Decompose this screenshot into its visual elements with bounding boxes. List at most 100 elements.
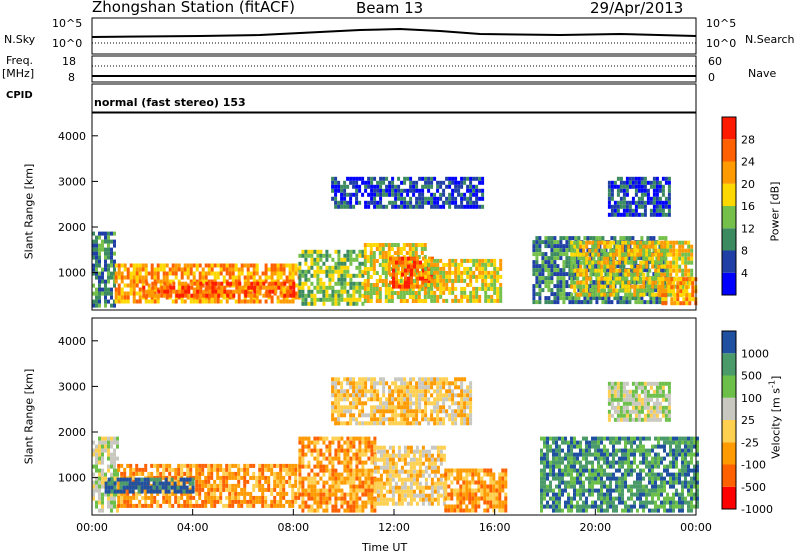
heatmap-cell	[412, 188, 416, 193]
heatmap-cell	[110, 303, 113, 308]
heatmap-cell	[445, 298, 449, 303]
heatmap-cell	[331, 413, 335, 418]
heatmap-cell	[637, 180, 641, 185]
heatmap-cell	[95, 488, 98, 493]
heatmap-cell	[684, 268, 688, 273]
heatmap-cell	[160, 293, 164, 298]
heatmap-cell	[282, 491, 286, 496]
heatmap-cell	[256, 289, 260, 294]
heatmap-cell	[445, 262, 449, 267]
heatmap-cell	[415, 481, 419, 486]
heatmap-cell	[679, 301, 683, 306]
heatmap-cell	[391, 457, 395, 462]
heatmap-cell	[331, 297, 335, 302]
heatmap-cell	[389, 260, 392, 265]
heatmap-cell	[465, 508, 469, 513]
heatmap-cell	[403, 449, 407, 454]
heatmap-cell	[417, 299, 421, 303]
heatmap-cell	[469, 200, 473, 205]
heatmap-cell	[168, 503, 172, 508]
heatmap-cell	[349, 261, 353, 266]
heatmap-cell	[331, 184, 335, 189]
heatmap-cell	[556, 288, 560, 293]
heatmap-cell	[104, 259, 107, 264]
heatmap-cell	[291, 279, 295, 284]
heatmap-cell	[393, 291, 397, 295]
heatmap-cell	[612, 280, 616, 285]
heatmap-cell	[137, 477, 141, 482]
heatmap-cell	[376, 469, 380, 474]
heatmap-cell	[276, 279, 280, 284]
heatmap-cell	[249, 475, 253, 480]
heatmap-cell	[395, 264, 398, 269]
heatmap-cell	[673, 277, 677, 282]
heatmap-cell	[418, 389, 422, 394]
heatmap-cell	[325, 496, 329, 501]
heatmap-cell	[104, 287, 107, 292]
heatmap-cell	[478, 270, 482, 275]
heatmap-cell	[385, 489, 389, 494]
heatmap-cell	[433, 192, 437, 197]
heatmap-cell	[415, 421, 419, 426]
heatmap-cell	[337, 480, 341, 485]
heatmap-cell	[658, 277, 662, 282]
heatmap-cell	[207, 483, 211, 488]
heatmap-cell	[535, 292, 539, 297]
heatmap-cell	[104, 235, 107, 240]
heatmap-cell	[559, 248, 563, 253]
heatmap-cell	[107, 452, 110, 457]
heatmap-cell	[415, 417, 419, 422]
heatmap-cell	[376, 481, 380, 486]
heatmap-cell	[379, 497, 383, 502]
heatmap-cell	[304, 273, 308, 278]
heatmap-cell	[337, 401, 341, 406]
heatmap-cell	[672, 284, 676, 289]
heatmap-cell	[331, 188, 335, 193]
heatmap-cell	[376, 393, 380, 398]
heatmap-cell	[382, 457, 386, 462]
heatmap-cell	[401, 268, 404, 273]
heatmap-cell	[442, 445, 446, 450]
heatmap-cell	[391, 204, 395, 209]
heatmap-cell	[167, 485, 171, 490]
heatmap-cell	[113, 504, 116, 509]
heatmap-cell	[355, 456, 359, 461]
heatmap-cell	[391, 180, 395, 185]
heatmap-cell	[310, 257, 314, 262]
heatmap-cell	[120, 495, 124, 500]
heatmap-cell	[664, 176, 668, 181]
heatmap-cell	[409, 445, 413, 450]
heatmap-cell	[610, 204, 614, 209]
heatmap-cell	[107, 500, 110, 505]
heatmap-cell	[621, 244, 625, 249]
heatmap-cell	[116, 508, 119, 513]
heatmap-cell	[409, 501, 413, 506]
heatmap-cell	[436, 196, 440, 201]
heatmap-cell	[466, 258, 470, 263]
heatmap-cell	[628, 204, 632, 209]
heatmap-cell	[418, 481, 422, 486]
heatmap-cell	[675, 272, 679, 277]
heatmap-cell	[615, 252, 619, 257]
heatmap-cell	[382, 409, 386, 414]
heatmap-cell	[675, 248, 679, 253]
heatmap-cell	[104, 476, 107, 481]
heatmap-cell	[588, 248, 592, 253]
heatmap-cell	[663, 284, 667, 289]
heatmap-cell	[403, 393, 407, 398]
heatmap-cell	[370, 448, 374, 453]
heatmap-cell	[646, 284, 650, 289]
heatmap-cell	[370, 417, 374, 422]
heatmap-cell	[101, 492, 104, 497]
heatmap-cell	[430, 294, 434, 299]
heatmap-cell	[177, 471, 181, 476]
heatmap-cell	[535, 236, 539, 241]
heatmap-cell	[658, 204, 662, 209]
heatmap-cell	[379, 196, 383, 201]
heatmap-cell	[382, 501, 386, 506]
heatmap-cell	[504, 472, 508, 477]
heatmap-cell	[316, 261, 320, 266]
heatmap-cell	[450, 508, 454, 513]
heatmap-cell	[439, 180, 443, 185]
heatmap-cell	[406, 493, 410, 498]
